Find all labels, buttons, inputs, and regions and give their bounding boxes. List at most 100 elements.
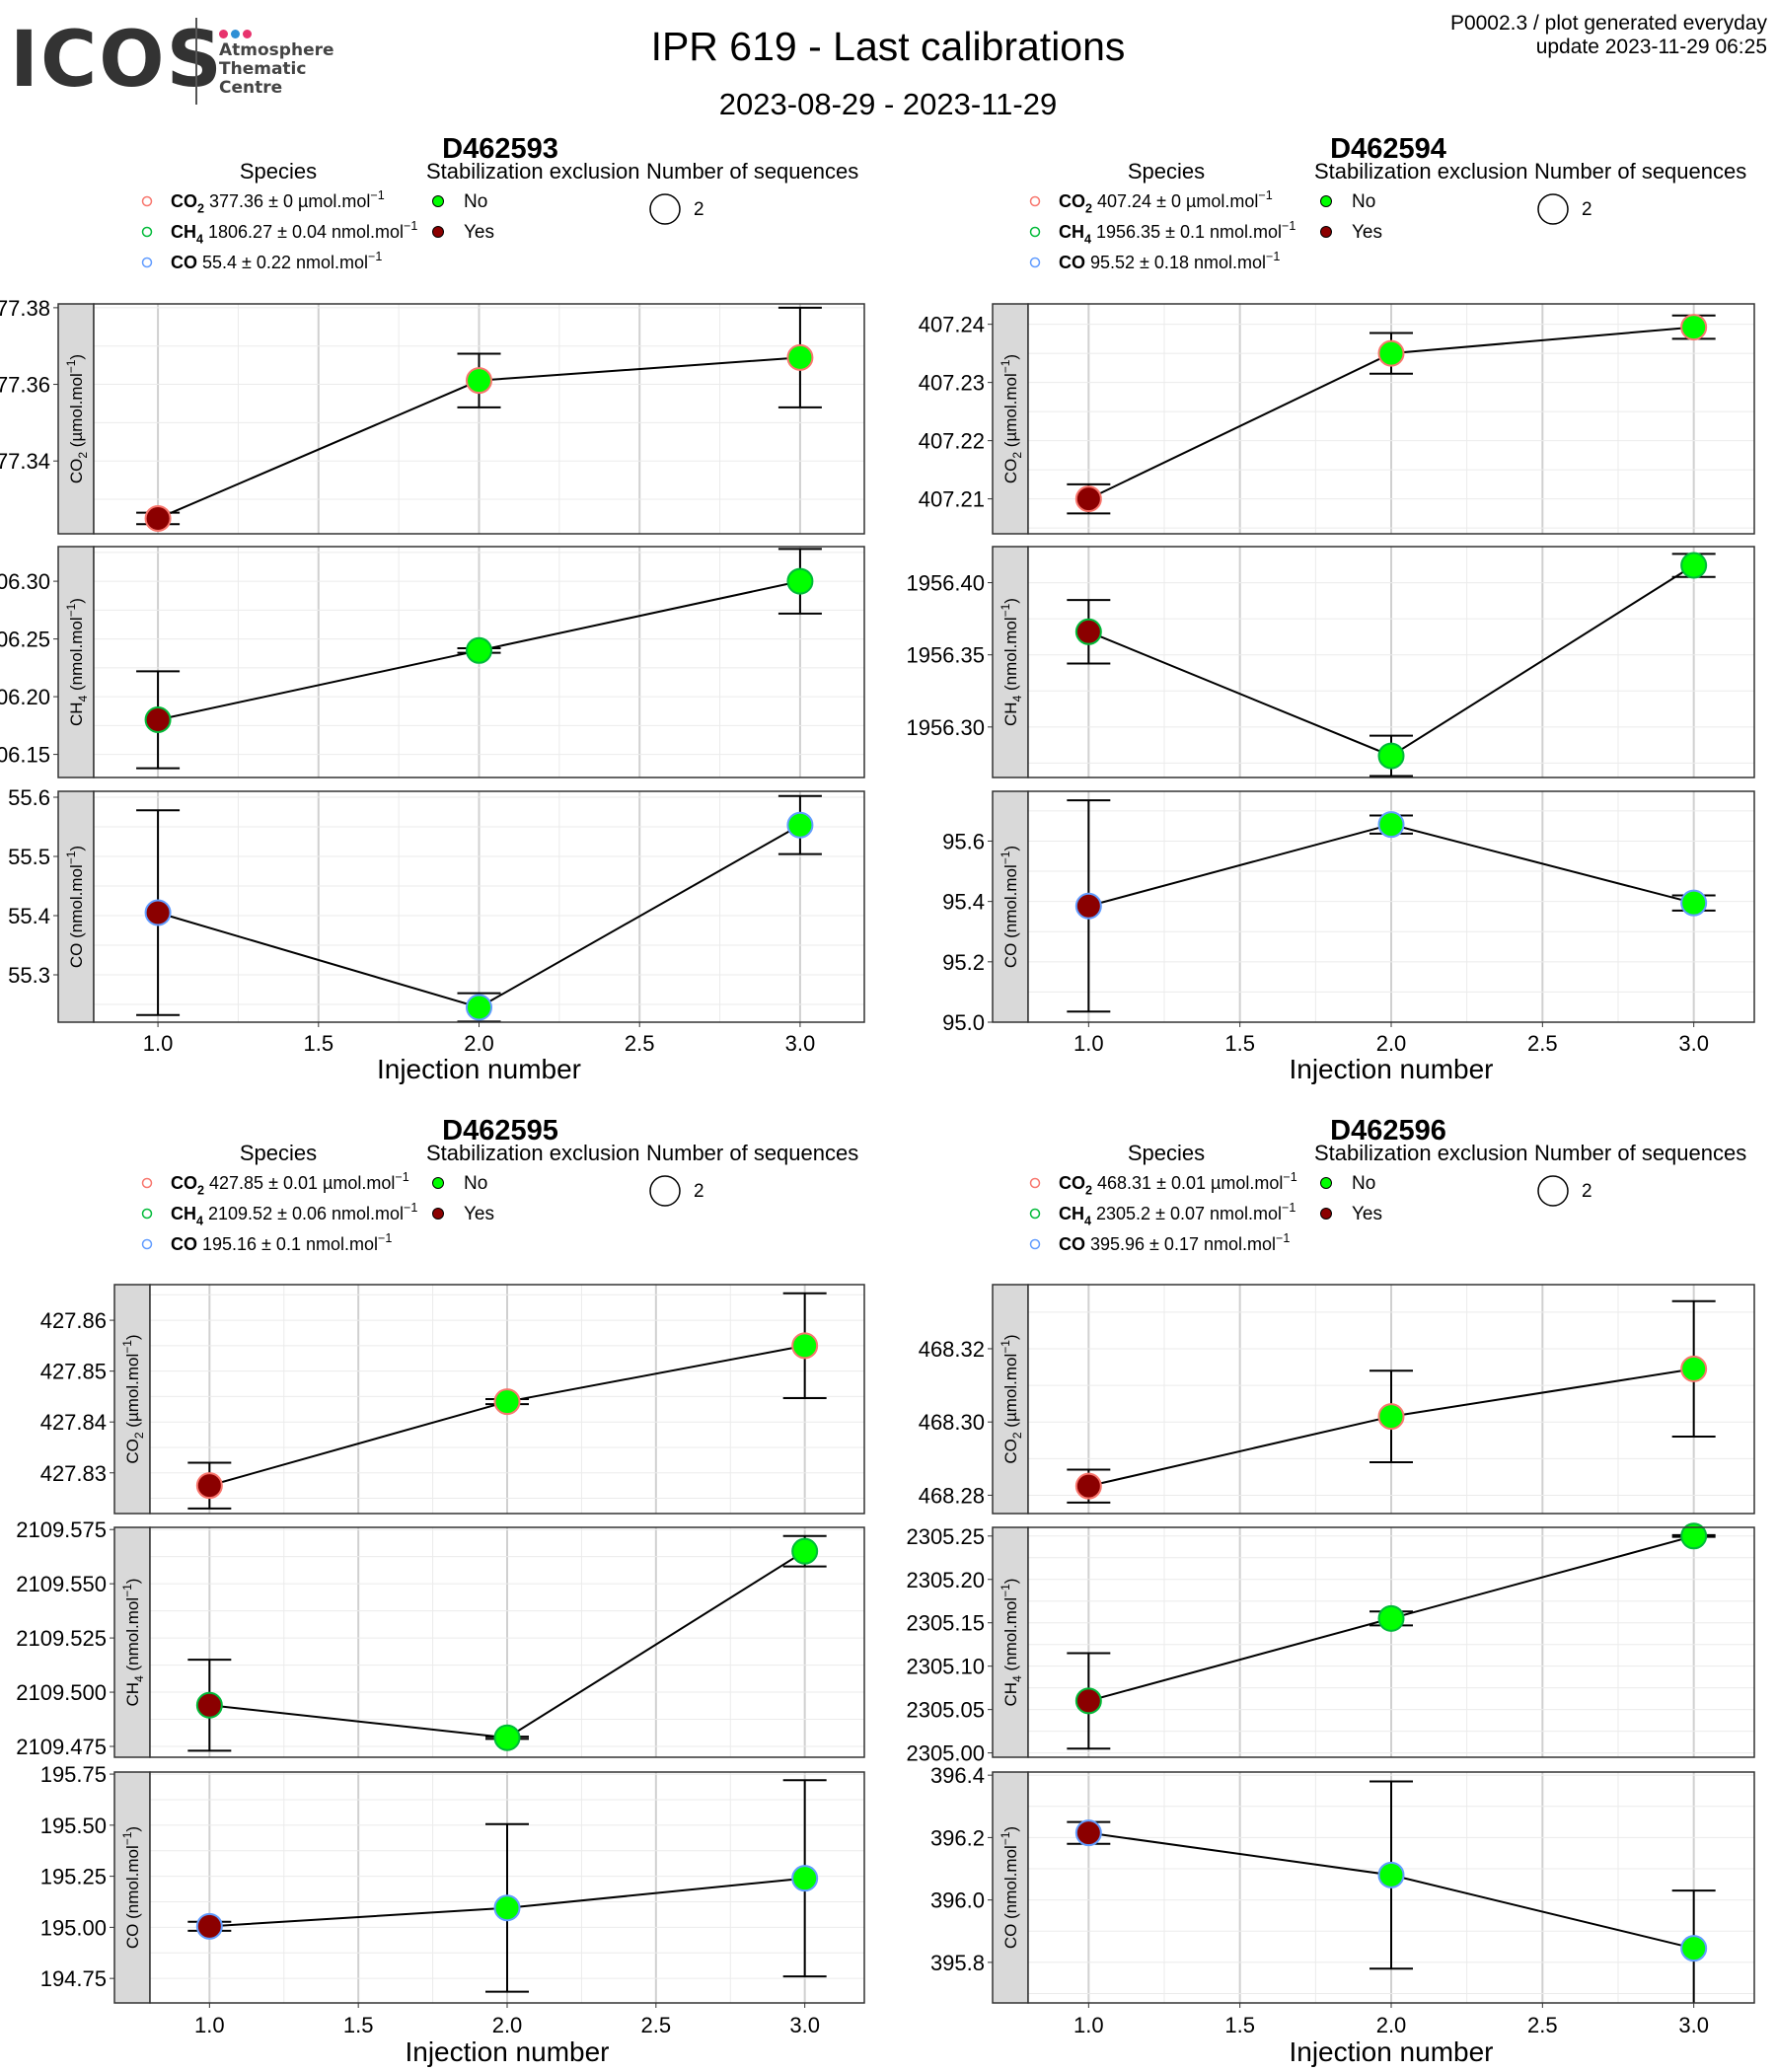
panel: CO2 (µmol.mol−1) 468.28 468.30 468.32 [919, 1284, 1755, 1515]
y-tick-label: 55.3 [8, 963, 50, 988]
legend-species-entry: CO 55.4 ± 0.22 nmol.mol−1 [171, 250, 382, 272]
legend-species-marker [141, 226, 153, 238]
x-axis-label: Injection number [1289, 1054, 1493, 1084]
panel-strip [992, 1771, 1029, 2004]
panel-strip-label: CO2 (µmol.mol−1) [120, 1334, 146, 1463]
legend-yes-marker [1320, 226, 1332, 238]
data-point [1074, 1472, 1102, 1500]
legend-no-label: No [1352, 1173, 1375, 1194]
x-tick-label: 1.0 [1073, 1031, 1104, 1056]
x-tick-label: 1.5 [1224, 2013, 1255, 2037]
data-point [1680, 1355, 1708, 1382]
legend-species-marker [1029, 1177, 1041, 1189]
y-tick-label: 468.28 [919, 1483, 985, 1508]
panel-strip-label: CO2 (µmol.mol−1) [999, 354, 1024, 483]
y-tick-label: 427.85 [40, 1360, 107, 1384]
x-tick-label: 2.0 [1376, 1031, 1407, 1056]
y-tick-label: 1956.35 [906, 643, 985, 668]
y-tick-label: 1806.15 [0, 743, 50, 768]
y-tick-label: 55.6 [8, 785, 50, 810]
legend-nseq-marker [649, 193, 681, 225]
legend-species-entry: CO2 468.31 ± 0.01 µmol.mol−1 [1059, 1170, 1297, 1198]
panel: CH4 (nmol.mol−1) 2109.475 2109.500 2109.525… [16, 1517, 865, 1759]
legend-no-label: No [464, 191, 487, 212]
legend-species-marker [1029, 1238, 1041, 1250]
data-point [466, 367, 492, 395]
legend-species-title: Species [1128, 159, 1205, 184]
y-tick-label: 427.86 [40, 1308, 107, 1333]
x-tick-label: 3.0 [785, 1031, 816, 1056]
panel: CH4 (nmol.mol−1) 2305.00 2305.05 2305.10 230… [906, 1522, 1755, 1766]
legend-no-marker [432, 195, 444, 207]
legend-stab-title: Stabilization exclusion [426, 1141, 639, 1165]
date-range: 2023-08-29 - 2023-11-29 [718, 87, 1058, 121]
panel-strip-label: CH4 (nmol.mol−1) [999, 1579, 1024, 1707]
panel-strip-label: CO (nmol.mol−1) [120, 1826, 142, 1949]
panel-strip-label: CO (nmol.mol−1) [999, 1826, 1020, 1949]
legend-species-marker [1029, 195, 1041, 207]
data-point [1680, 889, 1708, 917]
panel-strip [992, 1526, 1029, 1758]
legend-nseq-label: 2 [1582, 1181, 1592, 1202]
y-tick-label: 95.2 [942, 950, 985, 975]
legend-species-entry: CO 95.52 ± 0.18 nmol.mol−1 [1059, 250, 1280, 272]
panel: CO2 (µmol.mol−1) 427.83 427.84 427.85 427.86 [40, 1284, 865, 1515]
x-tick-label: 2.5 [1527, 2013, 1558, 2037]
y-tick-label: 2109.550 [16, 1572, 107, 1596]
y-tick-label: 195.25 [40, 1865, 107, 1889]
data-point [493, 1724, 521, 1751]
legend-yes-marker [1320, 1208, 1332, 1220]
y-tick-label: 2305.10 [906, 1655, 985, 1679]
legend-species-entry: CH4 2305.2 ± 0.07 nmol.mol−1 [1059, 1201, 1295, 1228]
y-tick-label: 377.38 [0, 296, 50, 321]
panel: CO (nmol.mol−1) 395.8 396.0 396.2 396.4 1.0 1.… [930, 1763, 1755, 2037]
data-point [144, 899, 172, 926]
y-tick-label: 55.5 [8, 845, 50, 869]
legend-species-marker [141, 195, 153, 207]
legend-species-entry: CO 395.96 ± 0.17 nmol.mol−1 [1059, 1231, 1290, 1254]
legend-species-entry: CH4 1956.35 ± 0.1 nmol.mol−1 [1059, 219, 1295, 247]
y-tick-label: 2305.25 [906, 1524, 985, 1549]
panel-strip [57, 546, 95, 778]
legend-nseq-title: Number of sequences [646, 159, 858, 184]
x-tick-label: 2.5 [1527, 1031, 1558, 1056]
data-point [1074, 892, 1102, 920]
x-tick-label: 2.0 [1376, 2013, 1407, 2037]
panel-border [93, 546, 865, 778]
legend-species-marker [1029, 226, 1041, 238]
legend-yes-label: Yes [1352, 1204, 1382, 1224]
y-tick-label: 2305.15 [906, 1611, 985, 1636]
legend-species-entry: CH4 2109.52 ± 0.06 nmol.mol−1 [171, 1201, 417, 1228]
update-info: P0002.3 / plot generated everyday update… [1450, 12, 1767, 59]
facet-chart: D462594 Species Stabilization exclusion Num… [906, 133, 1755, 1084]
data-point [1680, 1522, 1708, 1550]
panel-border [1027, 1526, 1755, 1758]
x-tick-label: 1.5 [1224, 1031, 1255, 1056]
x-tick-label: 1.0 [194, 2013, 225, 2037]
legend-yes-label: Yes [1352, 222, 1382, 243]
data-point [1377, 811, 1405, 839]
panel-strip-label: CH4 (nmol.mol−1) [999, 598, 1024, 726]
x-tick-label: 3.0 [1678, 2013, 1709, 2037]
y-tick-label: 1956.40 [906, 571, 985, 596]
facet-title: D462594 [1330, 133, 1446, 165]
legend-nseq-label: 2 [694, 199, 704, 220]
facet-chart: D462596 Species Stabilization exclusion Num… [906, 1115, 1755, 2067]
data-point [466, 636, 492, 664]
data-point [195, 1912, 223, 1940]
data-point [791, 1537, 819, 1565]
legend-species-marker [141, 257, 153, 268]
x-tick-label: 2.5 [625, 1031, 655, 1056]
data-point [1377, 742, 1405, 770]
legend-no-label: No [1352, 191, 1375, 212]
data-point [144, 706, 172, 733]
panel-strip [57, 790, 95, 1023]
data-point [1074, 1819, 1102, 1847]
legend-nseq-title: Number of sequences [646, 1141, 858, 1165]
legend-nseq-label: 2 [694, 1181, 704, 1202]
facet-chart: D462595 Species Stabilization exclusion Num… [16, 1115, 865, 2067]
y-tick-label: 195.50 [40, 1813, 107, 1838]
update-timestamp: update 2023-11-29 06:25 [1535, 36, 1767, 58]
y-tick-label: 1806.30 [0, 569, 50, 594]
